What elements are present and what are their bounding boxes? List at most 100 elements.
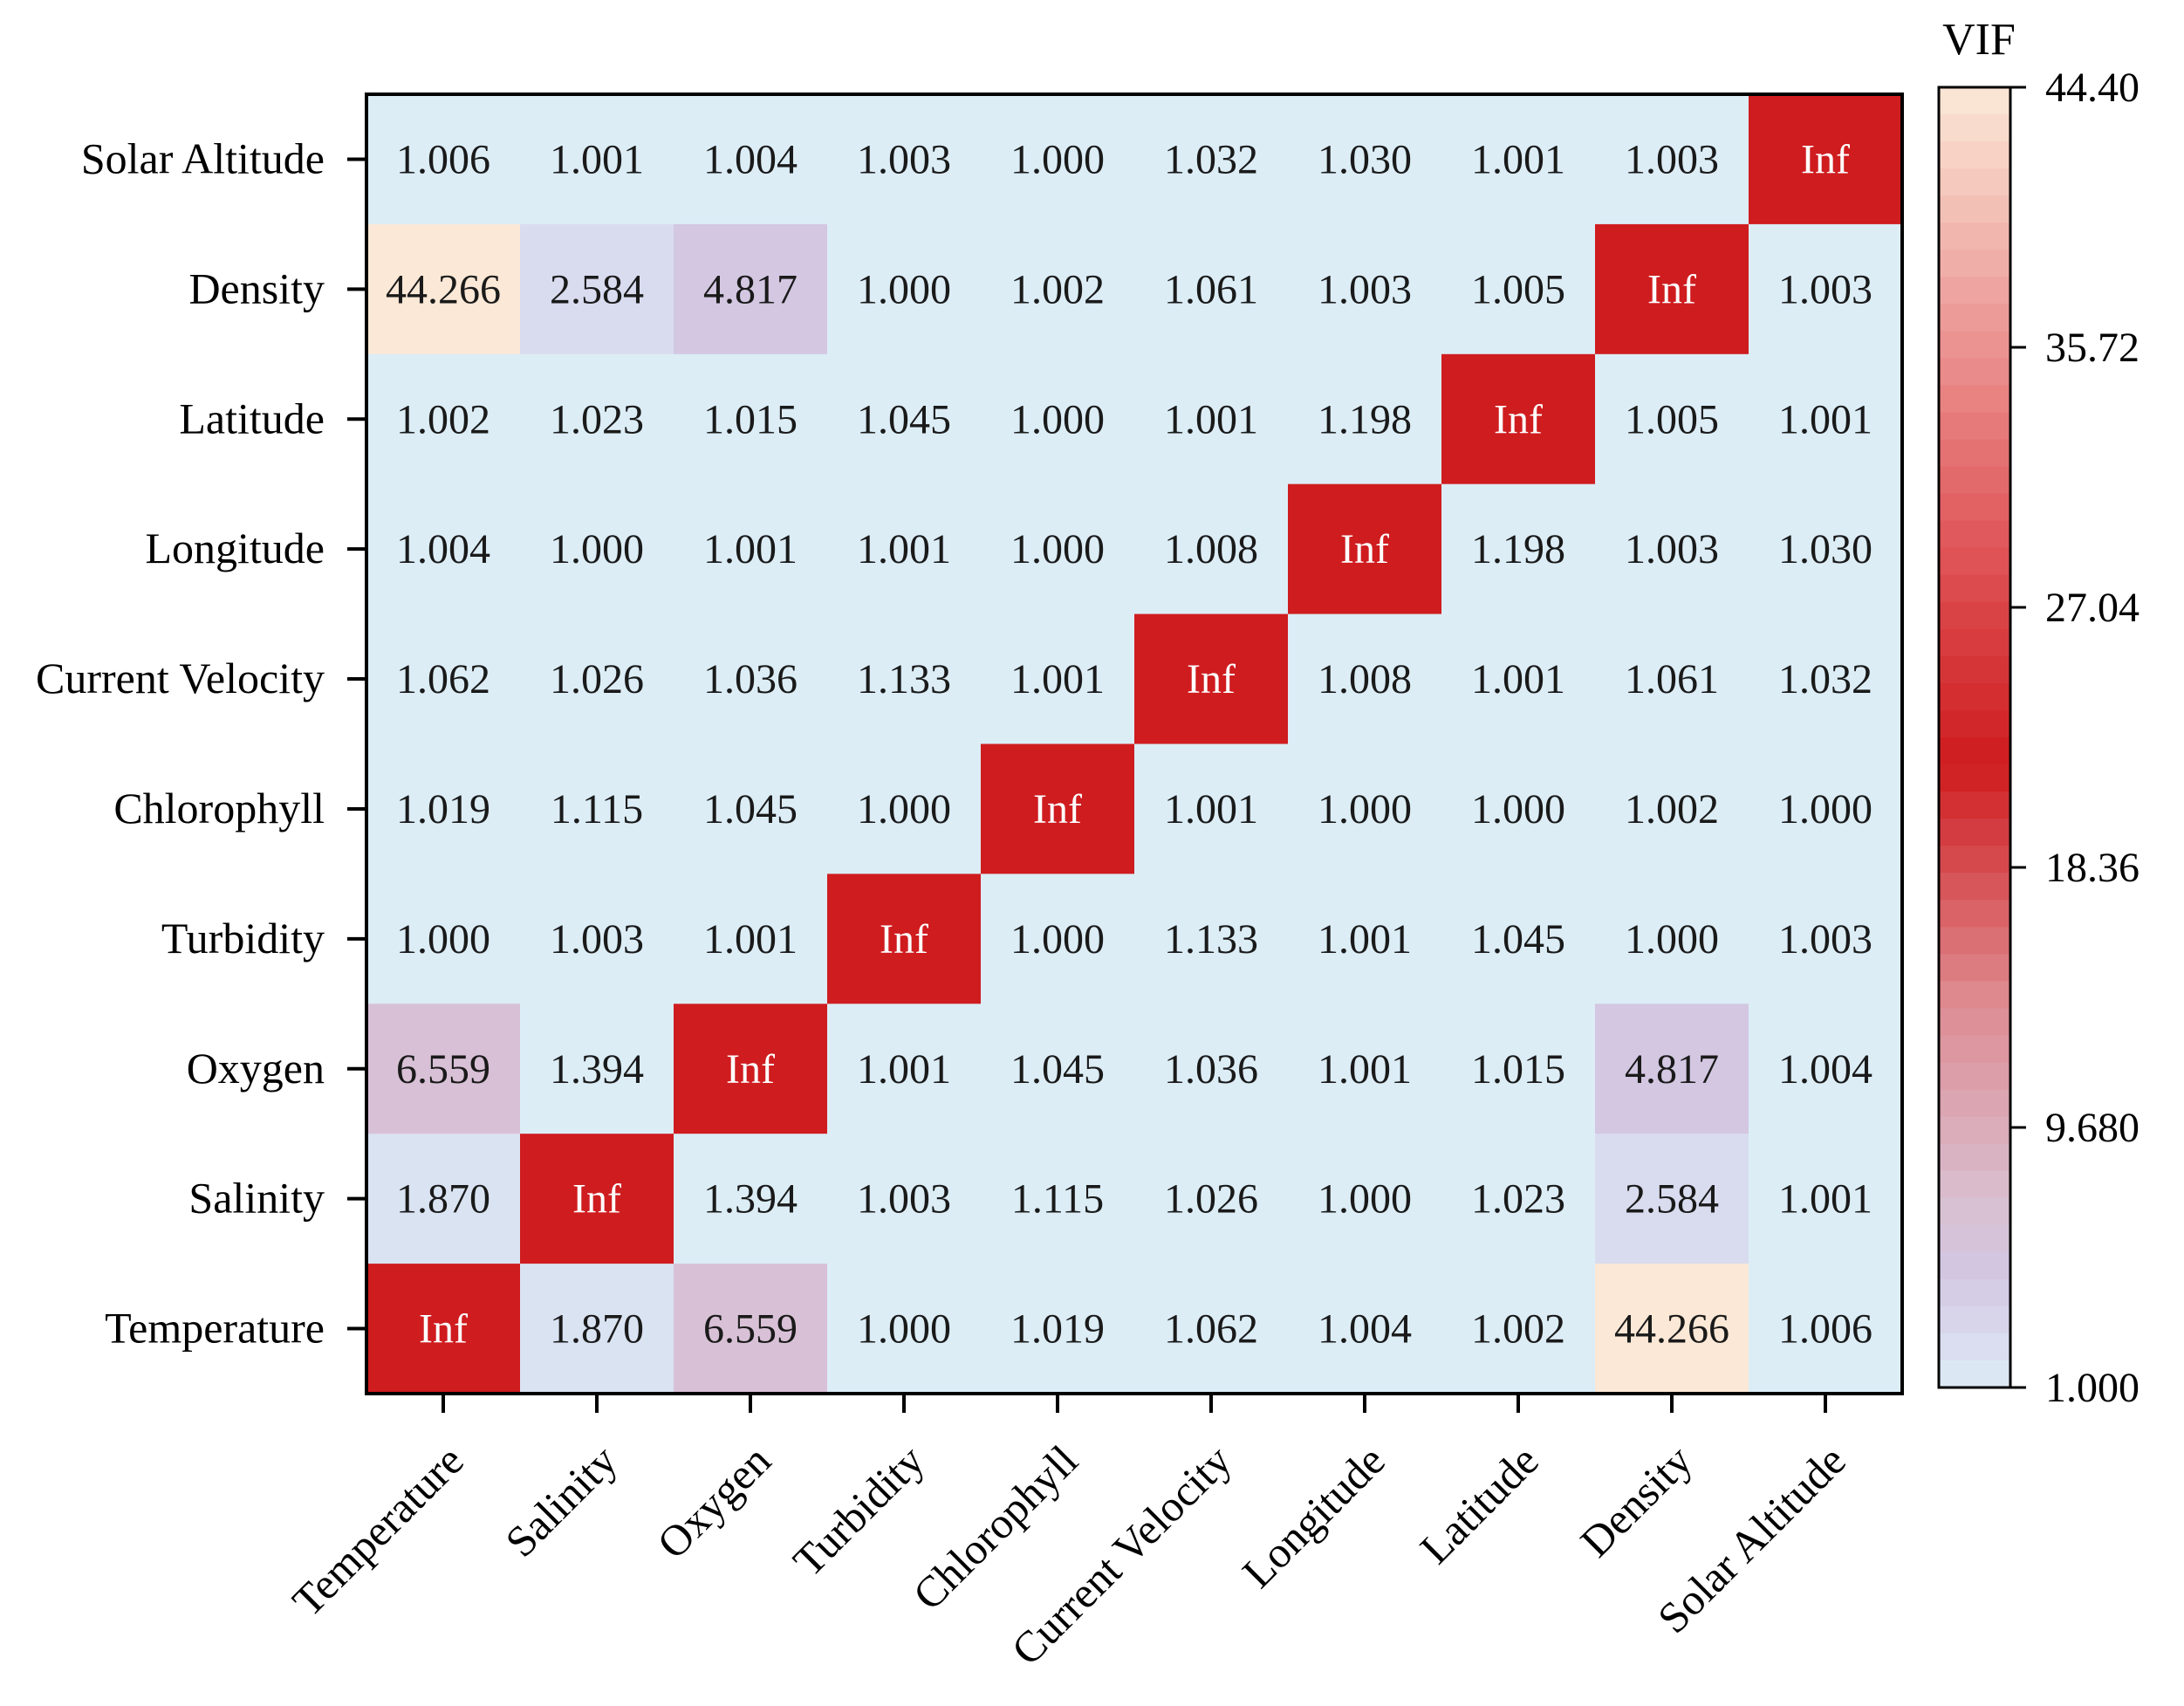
heatmap-cell xyxy=(1288,874,1442,1004)
cell-value-label: 1.062 xyxy=(396,656,490,702)
cell-value-label: 1.019 xyxy=(396,786,490,832)
cell-value-label: 1.032 xyxy=(1778,656,1872,702)
cell-value-label: 1.000 xyxy=(550,526,644,572)
cell-value-label: 1.061 xyxy=(1625,656,1719,702)
heatmap-cell xyxy=(1749,743,1903,874)
cell-value-label: 1.003 xyxy=(1778,916,1872,963)
cell-value-label: 1.000 xyxy=(1625,916,1719,963)
colorbar-tick-label: 1.000 xyxy=(2045,1365,2139,1411)
cell-value-label: 1.870 xyxy=(550,1306,644,1353)
heatmap-cell xyxy=(366,1134,521,1264)
cell-value-label: 1.045 xyxy=(1471,916,1565,963)
colorbar-band xyxy=(1939,846,2010,874)
heatmap-cell xyxy=(1134,874,1289,1004)
heatmap-cell xyxy=(1749,1004,1903,1134)
cell-value-label: Inf xyxy=(1187,656,1236,702)
colorbar-tick-label: 35.72 xyxy=(2045,325,2139,371)
x-tick-label: Salinity xyxy=(496,1435,626,1566)
heatmap-cell xyxy=(1749,353,1903,485)
colorbar-band xyxy=(1939,1035,2010,1064)
heatmap-cell xyxy=(674,613,828,745)
heatmap-cell xyxy=(1288,94,1442,225)
heatmap-cell xyxy=(520,223,674,355)
colorbar-tick-label: 18.36 xyxy=(2045,845,2139,891)
cell-value-label: 1.002 xyxy=(1625,786,1719,832)
x-tick-label: Latitude xyxy=(1410,1435,1547,1572)
colorbar-band xyxy=(1939,1116,2010,1145)
heatmap-cell xyxy=(1749,874,1903,1004)
heatmap-cell xyxy=(981,223,1135,355)
colorbar-band xyxy=(1939,385,2010,414)
heatmap-cell xyxy=(1441,223,1596,355)
colorbar-band xyxy=(1939,466,2010,495)
cell-value-label: 1.005 xyxy=(1471,266,1565,312)
heatmap-cell xyxy=(1441,483,1596,615)
cell-value-label: 1.023 xyxy=(550,396,644,442)
heatmap-cell xyxy=(827,353,982,485)
cell-value-label: 1.003 xyxy=(550,916,644,963)
heatmap-cell xyxy=(1134,1004,1289,1134)
y-tick-label: Oxygen xyxy=(187,1044,325,1093)
cell-value-label: 1.003 xyxy=(1318,266,1412,312)
heatmap-cell xyxy=(1441,743,1596,874)
heatmap-cell xyxy=(1595,483,1749,615)
cell-value-label: 6.559 xyxy=(396,1046,490,1093)
colorbar-band xyxy=(1939,412,2010,441)
cell-value-label: 1.004 xyxy=(703,136,798,182)
cell-value-label: 1.026 xyxy=(550,656,644,702)
cell-value-label: 1.000 xyxy=(1318,786,1412,832)
heatmap-cell xyxy=(827,613,982,745)
colorbar-band xyxy=(1939,358,2010,387)
cell-value-label: 1.001 xyxy=(1010,656,1105,702)
plot-frame xyxy=(365,92,1904,1395)
heatmap-cell xyxy=(1288,1264,1442,1394)
cell-value-label: 1.000 xyxy=(857,266,951,312)
colorbar-band xyxy=(1939,737,2010,765)
colorbar-band xyxy=(1939,277,2010,305)
heatmap-cell xyxy=(520,353,674,485)
x-axis-labels: Temperature Salinity Oxygen TurbidityChloro… xyxy=(283,1394,1855,1675)
cell-value-label: 1.003 xyxy=(857,136,951,182)
cell-value-label: Inf xyxy=(1494,396,1543,442)
cell-value-label: 1.000 xyxy=(857,1306,951,1353)
cell-value-label: 1.002 xyxy=(396,396,490,442)
cell-value-label: 1.001 xyxy=(1471,656,1565,702)
colorbar-band xyxy=(1939,981,2010,1010)
colorbar-band xyxy=(1939,628,2010,657)
colorbar: VIF 44.40 35.72 27.04 18.36 9.680 1.000 xyxy=(1937,15,2139,1411)
heatmap-cell xyxy=(1441,613,1596,745)
heatmap-cell xyxy=(1134,353,1289,485)
cell-value-label: 1.008 xyxy=(1318,656,1412,702)
heatmap-cell xyxy=(827,94,982,225)
cell-value-label: 1.133 xyxy=(1164,916,1258,963)
heatmap-cell xyxy=(520,1264,674,1394)
cell-value-label: Inf xyxy=(1340,526,1389,572)
heatmap-cell xyxy=(1441,874,1596,1004)
colorbar-band xyxy=(1939,1333,2010,1361)
cell-value-label: 1.000 xyxy=(1010,396,1105,442)
cell-value-label: 1.001 xyxy=(1778,1176,1872,1223)
cell-value-label: 1.001 xyxy=(857,526,951,572)
cell-value-label: 1.003 xyxy=(1625,136,1719,182)
cell-value-label: 1.005 xyxy=(1625,396,1719,442)
cell-value-label: 1.006 xyxy=(1778,1306,1872,1353)
colorbar-band xyxy=(1939,1251,2010,1280)
heatmap-cell xyxy=(1595,874,1749,1004)
colorbar-band xyxy=(1939,493,2010,522)
heatmap-cell xyxy=(674,353,828,485)
heatmap-cell xyxy=(1595,613,1749,745)
y-tick-label: Chlorophyll xyxy=(113,784,325,832)
colorbar-band xyxy=(1939,168,2010,196)
heatmap-cell xyxy=(520,483,674,615)
heatmap-cell xyxy=(981,353,1135,485)
cell-value-label: 1.032 xyxy=(1164,136,1258,182)
cell-value-label: 1.015 xyxy=(703,396,798,442)
heatmap-cell xyxy=(1288,1004,1442,1134)
heatmap-cell xyxy=(520,1134,674,1264)
colorbar-band xyxy=(1939,927,2010,955)
cell-value-label: 1.133 xyxy=(857,656,951,702)
colorbar-band xyxy=(1939,1062,2010,1091)
cell-value-label: 1.394 xyxy=(550,1046,644,1093)
colorbar-band xyxy=(1939,547,2010,576)
heatmap-cell xyxy=(520,743,674,874)
